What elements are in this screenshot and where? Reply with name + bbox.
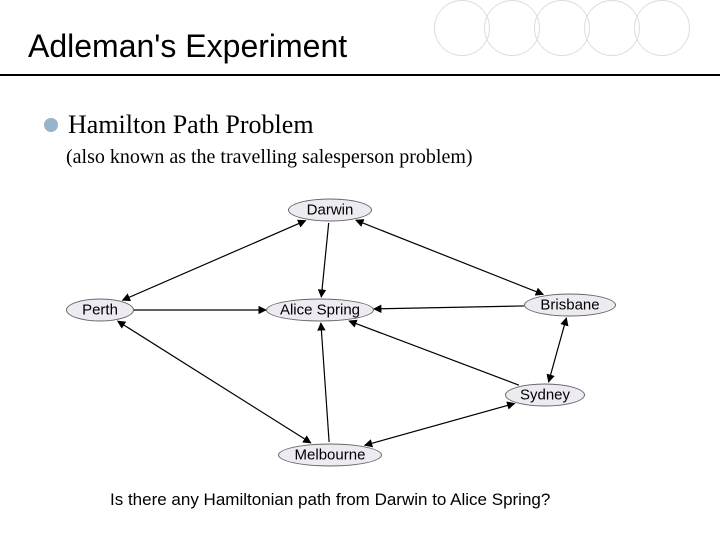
node-darwin: Darwin xyxy=(288,199,372,222)
edge-perth-melb xyxy=(118,321,311,443)
slide-title: Adleman's Experiment xyxy=(28,28,347,65)
edge-brisbane-sydney xyxy=(549,318,567,382)
node-alice: Alice Spring xyxy=(266,299,374,322)
node-melb: Melbourne xyxy=(278,444,382,467)
node-sydney: Sydney xyxy=(505,384,585,407)
edge-darwin-brisbane xyxy=(356,220,543,294)
title-underline xyxy=(0,74,720,76)
bullet-subtext: (also known as the travelling salesperso… xyxy=(66,146,473,169)
node-perth: Perth xyxy=(66,299,134,322)
circle-icon xyxy=(434,0,490,56)
edge-darwin-perth xyxy=(122,221,305,301)
bullet-heading-row: Hamilton Path Problem xyxy=(44,110,314,140)
edge-sydney-melb xyxy=(365,403,515,445)
node-brisbane: Brisbane xyxy=(524,294,616,317)
edge-melb-alice xyxy=(321,323,329,442)
decorative-circles xyxy=(440,0,690,56)
bullet-heading: Hamilton Path Problem xyxy=(68,110,314,140)
circle-icon xyxy=(634,0,690,56)
edge-darwin-alice xyxy=(321,223,328,297)
circle-icon xyxy=(584,0,640,56)
edge-sydney-alice xyxy=(349,321,519,385)
graph-edges xyxy=(0,180,720,480)
question-text: Is there any Hamiltonian path from Darwi… xyxy=(110,490,550,510)
edge-brisbane-alice xyxy=(374,306,524,309)
bullet-icon xyxy=(44,118,58,132)
circle-icon xyxy=(484,0,540,56)
graph-diagram: Darwin Perth Alice Spring Brisbane Sydney Mel… xyxy=(0,180,720,480)
circle-icon xyxy=(534,0,590,56)
